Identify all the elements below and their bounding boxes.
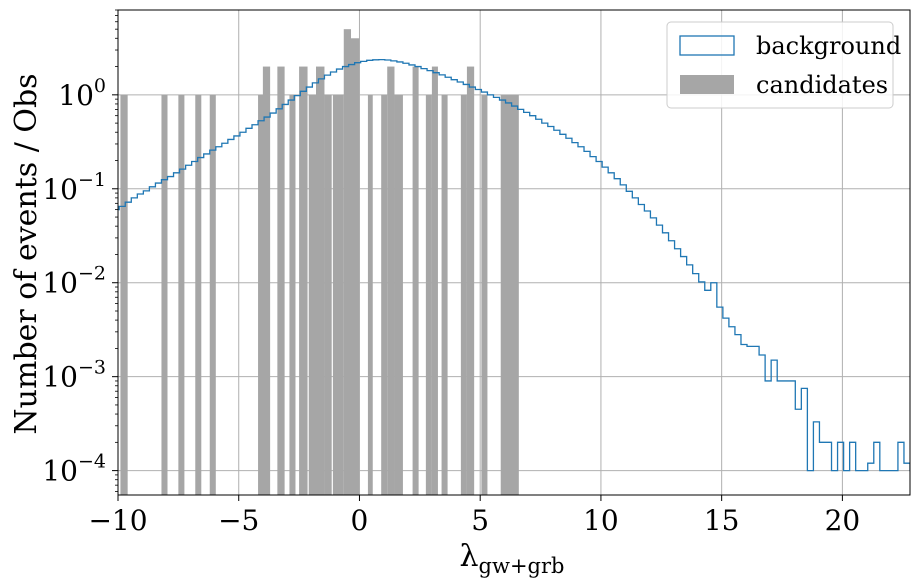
candidates-bar [351, 38, 360, 495]
legend: background candidates [666, 21, 901, 109]
candidates-bar [387, 66, 395, 495]
y-tick-label: 10−4 [42, 451, 106, 488]
x-tick-label: −5 [218, 504, 259, 537]
legend-label-background: background [756, 32, 901, 60]
background-step-line [118, 58, 910, 472]
x-tick-label: 0 [351, 504, 369, 537]
candidates-bar [120, 94, 128, 495]
x-tick-label: 5 [471, 504, 489, 537]
legend-swatch-candidates [680, 75, 734, 94]
legend-label-candidates: candidates [756, 71, 888, 99]
x-axis-ticks: −10 −5 0 5 10 15 20 [88, 495, 860, 537]
candidates-bar [316, 66, 325, 495]
candidates-bar [262, 66, 271, 495]
candidates-bar [209, 94, 216, 495]
y-tick-label: 10−1 [42, 169, 106, 206]
candidates-bar [161, 94, 168, 495]
y-tick-label: 10−2 [42, 263, 106, 300]
background-series [118, 58, 910, 472]
candidates-bar [308, 94, 316, 495]
y-tick-label: 100 [58, 75, 106, 112]
x-tick-label: 20 [825, 504, 861, 537]
candidates-bar [178, 94, 185, 495]
y-tick-label: 10−3 [42, 357, 106, 394]
candidates-bar [258, 94, 265, 495]
candidates-bar [332, 94, 344, 495]
candidates-bar [299, 66, 308, 495]
y-axis-ticks: 10−4 10−3 10−2 10−1 100 [42, 9, 118, 492]
candidates-bar [324, 94, 332, 495]
candidates-bar [460, 94, 467, 495]
candidates-bar [394, 94, 403, 495]
candidates-bar [431, 66, 438, 495]
x-tick-label: 10 [583, 504, 619, 537]
x-axis-label: λgw+grb [460, 539, 565, 578]
candidates-bar [289, 94, 296, 495]
candidates-bar [195, 94, 202, 495]
x-axis-label-main: λ [460, 539, 479, 574]
candidates-bar [381, 94, 388, 495]
y-axis-label: Number of events / Obs [9, 73, 44, 434]
candidates-bar [412, 66, 419, 495]
x-tick-label: 15 [704, 504, 740, 537]
candidates-bar [277, 66, 285, 495]
plot-frame [117, 9, 911, 496]
candidates-bar [500, 94, 519, 495]
candidates-series [120, 29, 519, 495]
candidates-bar [481, 94, 488, 495]
legend-swatch-background [679, 35, 735, 56]
candidates-bar [367, 94, 373, 495]
candidates-bar [425, 94, 432, 495]
x-axis-label-subscript: gw+grb [479, 554, 565, 578]
candidates-bar [343, 29, 352, 495]
x-tick-label: −10 [88, 504, 147, 537]
candidates-bar [466, 66, 475, 495]
candidates-bar [441, 94, 448, 495]
